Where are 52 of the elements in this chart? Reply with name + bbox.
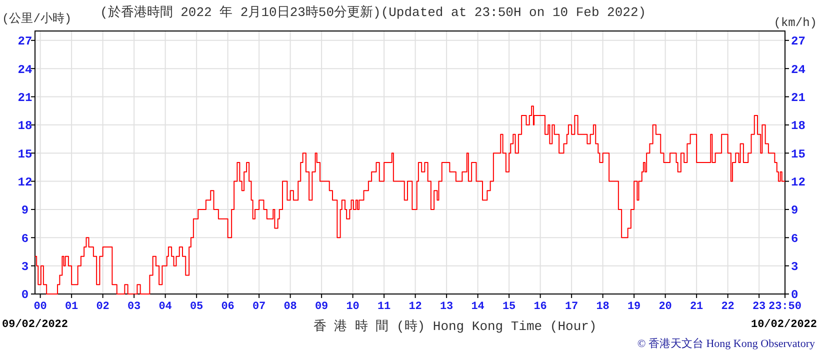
x-tick-label: 12 [408,301,422,313]
x-tick-label: 22 [721,301,734,313]
x-tick-label: 00 [34,301,47,313]
x-tick-label: 09 [314,301,328,313]
x-tick-label: 02 [96,301,110,313]
y2-tick-label: 12 [791,175,806,190]
y-tick-label: 6 [21,232,29,246]
y2-tick-label: 24 [791,62,806,77]
y2-tick-label: 6 [791,232,798,246]
x-tick-label: 04 [158,301,172,313]
y2-tick-label: 0 [791,288,798,302]
x-tick-label: 03 [127,301,142,313]
text: © 香港天文台 Hong Kong Observatory [637,337,816,350]
y2-tick-label: 9 [791,204,798,218]
chart-title: (於香港時間 2022 年 2月10日23時50分更新)(Updated at 23:50H on 10 Feb 2022) [100,5,646,20]
y2-tick-label: 3 [791,260,798,274]
x-tick-label: 15 [502,301,516,313]
y2-tick-label: 27 [791,34,806,49]
x-tick-label: 16 [534,301,547,313]
x-tick-label: 08 [284,301,298,313]
x-tick-label: 21 [690,301,704,313]
y-axis-title: (公里/小時) [2,12,72,26]
text: 09/02/2022 [2,319,68,331]
x-tick-label: 18 [596,301,610,313]
y-tick-label: 18 [18,119,32,134]
y-tick-label: 12 [18,175,32,190]
x-tick-label: 11 [377,301,392,313]
x-axis-title: 香 港 時 間 (時) Hong Kong Time (Hour) [313,319,597,334]
x-tick-label: 23:50 [768,301,802,313]
y-tick-label: 27 [18,34,32,49]
x-tick-label: 05 [190,301,204,313]
x-tick-label: 19 [627,301,641,313]
x-tick-label: 01 [64,301,79,313]
y2-tick-label: 18 [791,119,806,134]
y2-axis-title: (km/h) [774,16,817,30]
text: 10/02/2022 [750,319,817,331]
y2-tick-label: 21 [791,90,806,105]
y-tick-label: 9 [21,204,29,218]
y-tick-label: 15 [18,147,32,162]
x-tick-label: 17 [564,301,578,313]
x-tick-label: 14 [471,301,485,313]
x-tick-label: 20 [658,301,672,313]
y-tick-label: 0 [21,288,29,302]
x-tick-label: 23 [752,301,766,313]
y-tick-label: 24 [18,62,32,77]
x-tick-label: 07 [252,301,266,313]
y-tick-label: 21 [18,90,32,105]
y2-tick-label: 15 [791,147,806,162]
x-tick-label: 06 [221,301,234,313]
x-tick-label: 10 [346,301,360,313]
x-tick-label: 13 [440,301,454,313]
y-tick-label: 3 [21,260,29,274]
